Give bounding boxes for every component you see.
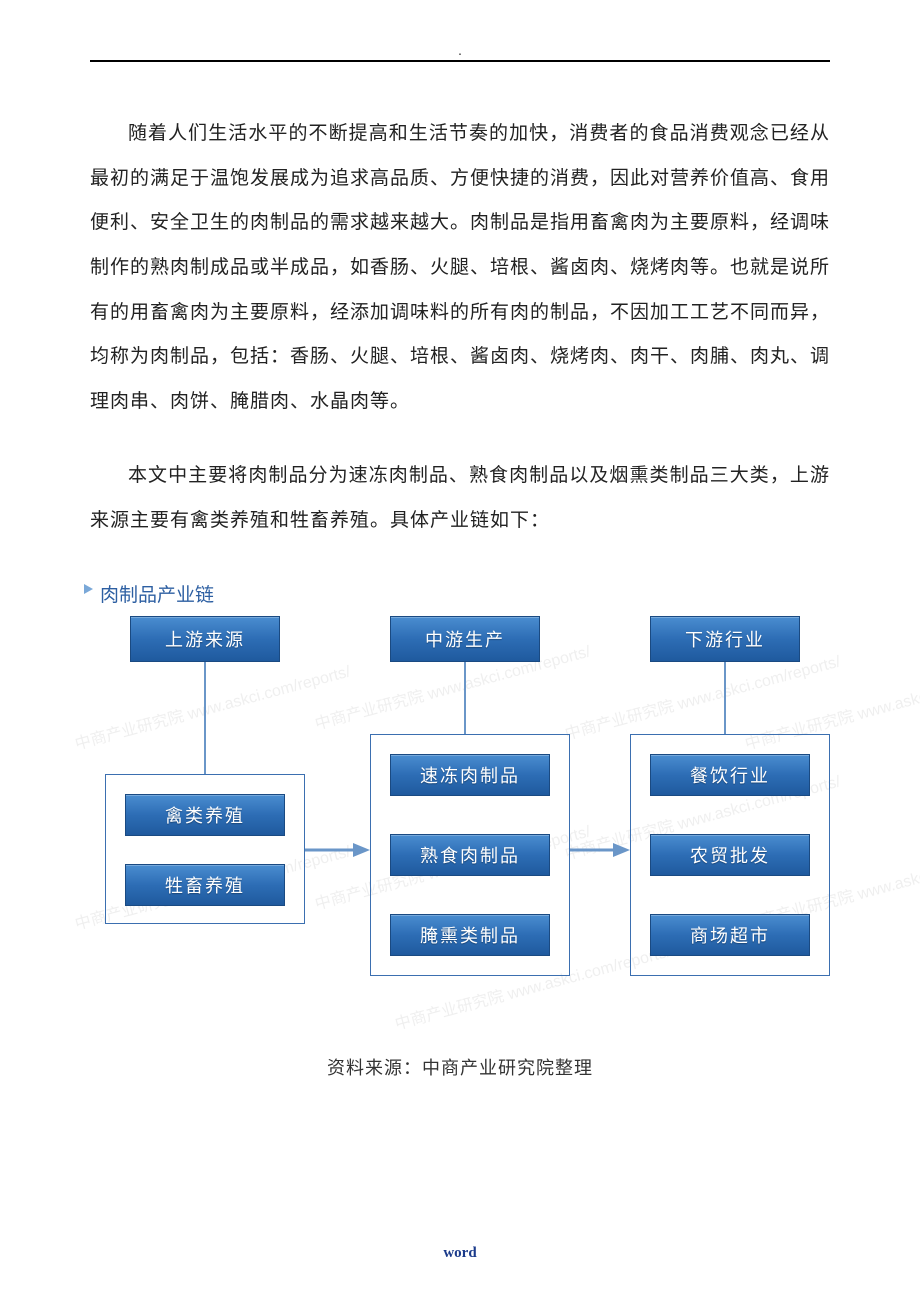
footer-label: word [0, 1245, 920, 1262]
title-arrow-icon [84, 584, 93, 594]
paragraph-1: 随着人们生活水平的不断提高和生活节奏的加快，消费者的食品消费观念已经从最初的满足… [90, 112, 830, 424]
paragraph-2: 本文中主要将肉制品分为速冻肉制品、熟食肉制品以及烟熏类制品三大类，上游来源主要有… [90, 454, 830, 543]
midstream-item-frozen: 速冻肉制品 [390, 754, 550, 796]
source-attribution: 资料来源：中商产业研究院整理 [90, 1054, 830, 1080]
diagram-title: 肉制品产业链 [100, 580, 214, 607]
arrow-right-icon [305, 840, 370, 860]
downstream-item-catering: 餐饮行业 [650, 754, 810, 796]
header-upstream: 上游来源 [130, 616, 280, 662]
upstream-item-poultry: 禽类养殖 [125, 794, 285, 836]
upstream-item-livestock: 牲畜养殖 [125, 864, 285, 906]
header-midstream: 中游生产 [390, 616, 540, 662]
watermark: 中商产业研究院 www.askci.com/reports/ [562, 647, 843, 744]
connector-line [203, 662, 207, 774]
industry-chain-diagram: 中商产业研究院 www.askci.com/reports/ 中商产业研究院 w… [90, 574, 830, 1004]
midstream-item-cured: 腌熏类制品 [390, 914, 550, 956]
downstream-item-supermarket: 商场超市 [650, 914, 810, 956]
downstream-item-wholesale: 农贸批发 [650, 834, 810, 876]
midstream-item-cooked: 熟食肉制品 [390, 834, 550, 876]
connector-line [723, 662, 727, 734]
top-horizontal-rule [90, 60, 830, 62]
header-downstream: 下游行业 [650, 616, 800, 662]
connector-line [463, 662, 467, 734]
arrow-right-icon [570, 840, 630, 860]
watermark: 中商产业研究院 www.askci.com/reports/ [72, 657, 353, 754]
